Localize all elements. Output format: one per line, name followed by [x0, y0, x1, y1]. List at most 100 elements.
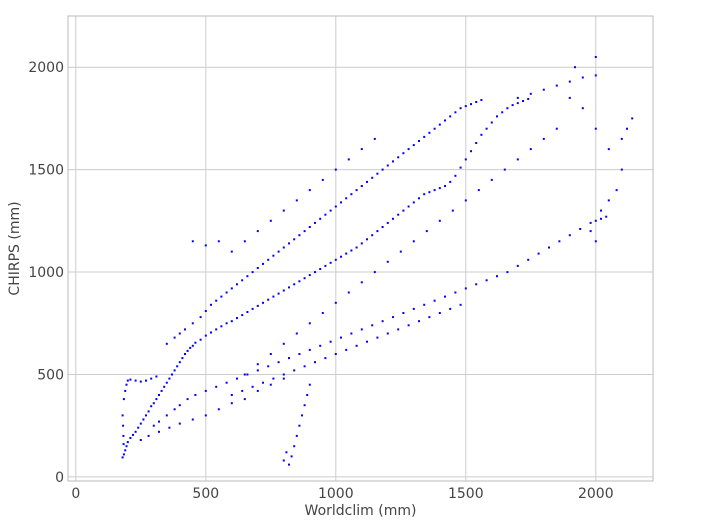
scatter-point — [150, 377, 153, 380]
scatter-point — [589, 221, 592, 224]
scatter-point — [134, 379, 137, 382]
x-axis-label: Worldclim (mm) — [305, 503, 417, 519]
scatter-point — [288, 357, 290, 360]
scatter-point — [334, 168, 337, 171]
x-tick-label-1: 500 — [192, 486, 219, 502]
scatter-point — [321, 178, 324, 181]
scatter-point — [558, 240, 561, 243]
scatter-point — [129, 437, 132, 439]
scatter-point — [215, 328, 218, 331]
scatter-point — [204, 414, 207, 417]
scatter-point — [134, 430, 137, 433]
scatter-point — [282, 373, 285, 376]
scatter-point — [373, 271, 376, 274]
scatter-point — [230, 287, 233, 290]
scatter-point — [277, 361, 280, 364]
scatter-point — [256, 363, 259, 366]
scatter-point — [122, 443, 125, 446]
scatter-point — [345, 252, 348, 255]
scatter-point — [607, 199, 610, 202]
scatter-point — [459, 107, 462, 110]
scatter-point — [314, 221, 316, 224]
scatter-point — [303, 230, 306, 233]
scatter-point — [347, 291, 350, 294]
scatter-point — [132, 433, 134, 436]
scatter-point — [376, 172, 379, 175]
scatter-point — [334, 258, 337, 261]
scatter-point — [381, 168, 384, 171]
scatter-point — [210, 331, 212, 334]
scatter-point — [277, 292, 280, 295]
y-tick-label-0: 0 — [55, 470, 64, 486]
scatter-point — [503, 168, 506, 171]
scatter-point — [230, 320, 233, 323]
scatter-point — [355, 344, 358, 347]
scatter-point — [373, 137, 376, 140]
scatter-point — [181, 357, 184, 360]
scatter-point — [555, 127, 558, 130]
scatter-point — [308, 383, 311, 386]
scatter-point — [293, 283, 296, 286]
scatter-point — [594, 219, 597, 222]
scatter-point — [215, 299, 218, 302]
scatter-point — [262, 262, 264, 265]
scatter-point — [225, 291, 228, 294]
scatter-point — [139, 422, 142, 425]
scatter-point — [579, 228, 582, 230]
scatter-point — [329, 340, 332, 343]
scatter-point — [122, 398, 125, 401]
scatter-point — [392, 217, 394, 220]
scatter-point — [191, 418, 194, 421]
scatter-point — [269, 353, 272, 355]
scatter-point — [371, 324, 374, 327]
scatter-point — [178, 361, 181, 364]
scatter-point — [485, 279, 488, 282]
x-tick-label-4: 2000 — [578, 486, 614, 502]
scatter-point — [345, 197, 348, 200]
scatter-point — [459, 166, 462, 169]
scatter-points — [121, 56, 634, 466]
scatter-point — [137, 426, 140, 429]
scatter-point — [568, 96, 571, 99]
scatter-point — [329, 209, 332, 212]
scatter-point — [506, 271, 509, 274]
scatter-point — [392, 160, 394, 163]
scatter-point — [340, 201, 342, 204]
scatter-point — [150, 405, 153, 408]
y-tick-label-2: 1000 — [28, 265, 64, 281]
scatter-point — [480, 99, 483, 101]
scatter-point — [392, 316, 394, 319]
scatter-point — [464, 287, 467, 290]
scatter-point — [204, 389, 207, 392]
scatter-point — [490, 121, 493, 124]
scatter-point — [464, 105, 467, 108]
scatter-point — [125, 383, 128, 386]
scatter-point — [236, 283, 238, 286]
scatter-point — [152, 424, 155, 427]
scatter-point — [412, 144, 415, 147]
y-tick-label-3: 1500 — [28, 163, 64, 179]
scatter-point — [347, 158, 350, 161]
scatter-point — [285, 451, 288, 454]
scatter-point — [402, 152, 405, 155]
scatter-point — [355, 246, 358, 249]
scatter-point — [475, 101, 478, 103]
scatter-point — [121, 414, 124, 417]
scatter-point — [350, 332, 353, 335]
x-tick-label-2: 1000 — [318, 486, 354, 502]
scatter-point — [607, 148, 610, 151]
scatter-point — [204, 310, 207, 312]
scatter-point — [298, 424, 301, 427]
scatter-point — [251, 385, 254, 388]
scatter-point — [306, 394, 309, 396]
scatter-point — [381, 226, 384, 228]
scatter-point — [376, 230, 379, 233]
x-tick-label-0: 0 — [71, 486, 80, 502]
scatter-point — [126, 379, 129, 382]
scatter-point — [173, 336, 176, 339]
scatter-point — [165, 342, 168, 345]
scatter-point — [243, 398, 246, 401]
scatter-point — [236, 377, 238, 380]
scatter-point — [581, 76, 584, 79]
scatter-point — [589, 230, 592, 233]
